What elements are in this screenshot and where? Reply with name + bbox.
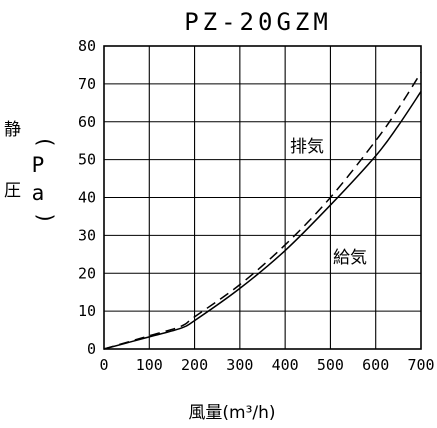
- y-label-char-1: 圧: [4, 181, 21, 201]
- y-tick-label: 60: [78, 113, 96, 131]
- x-tick-label: 300: [226, 356, 253, 374]
- x-tick-label: 600: [362, 356, 389, 374]
- chart-grid: [103, 45, 422, 350]
- series-line-0: [103, 72, 422, 350]
- y-tick-label: 50: [78, 151, 96, 169]
- series-label-supply: 給気: [333, 248, 367, 268]
- y-tick-labels: 0 10 20 30 40 50 60 70 80: [78, 37, 96, 358]
- y-tick-label: 80: [78, 37, 96, 55]
- y-label-char-5: ): [33, 212, 57, 225]
- y-tick-label: 40: [78, 189, 96, 207]
- x-tick-label: 700: [407, 356, 434, 374]
- y-label-char-4: a: [32, 181, 45, 205]
- x-tick-label: 200: [181, 356, 208, 374]
- series-line-1: [103, 91, 422, 350]
- y-tick-label: 20: [78, 264, 96, 282]
- x-tick-label: 100: [136, 356, 163, 374]
- y-label-char-0: 静: [4, 120, 21, 140]
- chart-series: [103, 72, 422, 350]
- x-tick-label: 500: [317, 356, 344, 374]
- x-tick-label: 400: [272, 356, 299, 374]
- y-tick-label: 0: [87, 340, 96, 358]
- x-tick-label: 0: [99, 356, 108, 374]
- x-tick-labels: 0 100 200 300 400 500 600 700: [99, 356, 434, 374]
- y-label-char-2: (: [33, 136, 57, 149]
- y-axis-label: 静 ( P 圧 a ): [4, 120, 57, 224]
- y-tick-label: 70: [78, 75, 96, 93]
- y-tick-label: 10: [78, 302, 96, 320]
- x-axis-label: 風量(m³/h): [188, 403, 275, 423]
- chart-title: PZ-20GZM: [184, 8, 332, 36]
- y-tick-label: 30: [78, 226, 96, 244]
- y-label-char-3: P: [32, 153, 45, 177]
- series-label-exhaust: 排気: [290, 137, 324, 157]
